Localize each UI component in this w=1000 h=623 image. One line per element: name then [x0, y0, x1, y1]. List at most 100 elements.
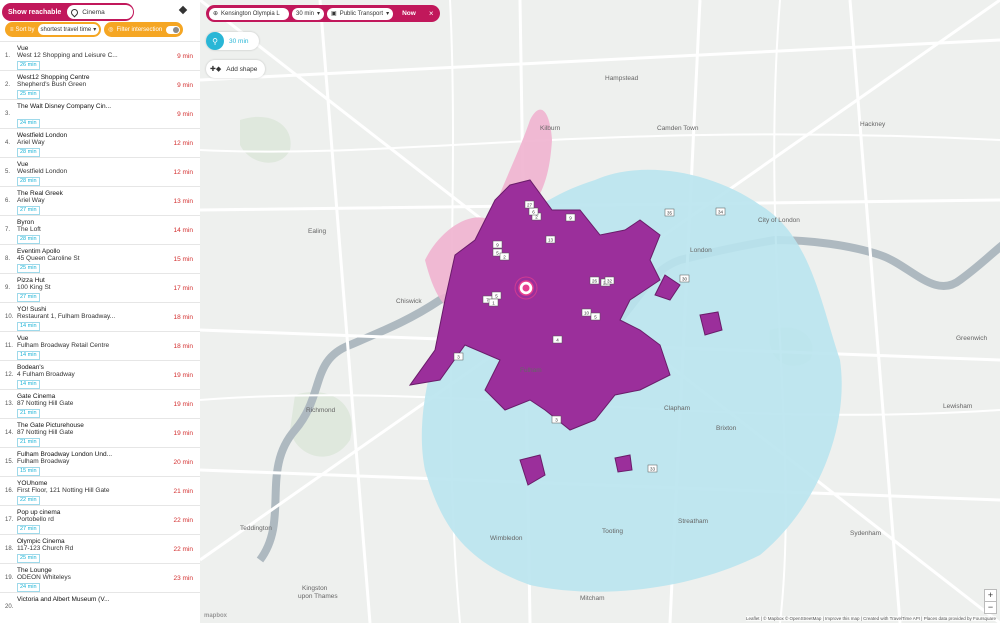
- sort-control: ≡ Sort by shortest travel time ▾: [5, 22, 102, 37]
- list-item[interactable]: 7. Byron The Loft 28 min 14 min: [0, 215, 200, 244]
- chevron-down-icon: ▾: [386, 11, 390, 17]
- poi-marker-label: 34: [718, 210, 724, 215]
- list-item[interactable]: 10. YO! Sushi Restaurant 1, Fulham Broadwa…: [0, 302, 200, 331]
- poi-marker[interactable]: 35: [664, 208, 675, 217]
- result-badge: 21 min: [17, 409, 40, 418]
- label-kingston-2: upon Thames: [298, 593, 338, 600]
- result-travel-time: 21 min: [173, 488, 193, 495]
- list-item[interactable]: 16. YOUhome First Floor, 121 Notting Hill …: [0, 476, 200, 505]
- poi-marker[interactable]: 9: [565, 213, 576, 222]
- label-sydenham: Sydenham: [850, 530, 881, 537]
- list-item[interactable]: 9. Pizza Hut 100 King St 27 min 17 min: [0, 273, 200, 302]
- list-item[interactable]: 13. Gate Cinema 87 Notting Hill Gate 21 min…: [0, 389, 200, 418]
- result-index: 15.: [5, 459, 14, 465]
- filter-toggle[interactable]: [166, 25, 181, 34]
- list-item[interactable]: 17. Pop up cinema Portobello rd 27 min 22 mi…: [0, 505, 200, 534]
- poi-marker[interactable]: 5: [590, 312, 601, 321]
- poi-marker[interactable]: 27: [524, 200, 535, 209]
- close-button[interactable]: ×: [428, 9, 434, 18]
- list-item[interactable]: 2. West12 Shopping Centre Shepherd's Bush …: [0, 70, 200, 99]
- list-item[interactable]: 14. The Gate Picturehouse 87 Notting Hill …: [0, 418, 200, 447]
- bike-shape-control[interactable]: ⚲ 30 min: [206, 32, 259, 50]
- poi-marker[interactable]: 5: [491, 291, 502, 300]
- result-address: West 12 Shopping and Leisure C...: [17, 52, 118, 59]
- list-item[interactable]: 1. Vue West 12 Shopping and Leisure C... 26…: [0, 41, 200, 70]
- result-index: 18.: [5, 546, 14, 552]
- list-item[interactable]: 15. Fulham Broadway London Und... Fulham B…: [0, 447, 200, 476]
- label-clapham: Clapham: [664, 405, 690, 412]
- list-item[interactable]: 12. Bodean's 4 Fulham Broadway 14 min 19 min: [0, 360, 200, 389]
- result-name: Victoria and Albert Museum (V...: [17, 596, 110, 603]
- poi-marker[interactable]: 1: [488, 298, 499, 307]
- results-list: 1. Vue West 12 Shopping and Leisure C... 26…: [0, 41, 200, 621]
- result-badge: 14 min: [17, 380, 40, 389]
- poi-marker-label: 5: [496, 251, 499, 256]
- result-address: Ariel Way: [17, 197, 45, 204]
- result-travel-time: 9 min: [177, 111, 193, 118]
- poi-marker[interactable]: 2: [499, 252, 510, 261]
- poi-marker[interactable]: 32: [604, 276, 615, 285]
- sort-label: Sort by: [15, 26, 35, 33]
- poi-marker[interactable]: 5: [492, 248, 503, 257]
- result-badge: 28 min: [17, 177, 40, 186]
- result-name: Westfield London: [17, 132, 68, 139]
- result-address: Fulham Broadway: [17, 458, 70, 465]
- result-badge: 25 min: [17, 554, 40, 563]
- compass-icon[interactable]: [178, 5, 188, 15]
- time-select[interactable]: 30 min ▾: [292, 7, 325, 20]
- result-name: YO! Sushi: [17, 306, 47, 313]
- list-item[interactable]: 18. Olympic Cinema 117-123 Church Rd 25 min…: [0, 534, 200, 563]
- result-travel-time: 14 min: [173, 227, 193, 234]
- result-index: 19.: [5, 575, 14, 581]
- list-item[interactable]: 11. Vue Fulham Broadway Retail Centre 14 mi…: [0, 331, 200, 360]
- sort-select[interactable]: shortest travel time ▾: [37, 24, 100, 35]
- poi-marker[interactable]: 13: [545, 235, 556, 244]
- poi-marker-label: 32: [607, 279, 613, 284]
- result-index: 11.: [5, 343, 13, 349]
- result-name: Pop up cinema: [17, 509, 61, 516]
- label-tooting: Tooting: [602, 528, 623, 535]
- result-index: 2.: [5, 82, 11, 88]
- poi-marker[interactable]: 26: [589, 276, 600, 285]
- result-address: 117-123 Church Rd: [17, 545, 74, 552]
- poi-marker[interactable]: 6: [528, 207, 539, 216]
- poi-marker[interactable]: 30: [679, 274, 690, 283]
- result-index: 17.: [5, 517, 14, 523]
- origin-input[interactable]: ⊕ Kensington Olympia L: [209, 7, 289, 20]
- poi-marker[interactable]: 3: [551, 415, 562, 424]
- zoom-out-button[interactable]: −: [984, 601, 997, 614]
- poi-marker[interactable]: 9: [492, 240, 503, 249]
- poi-marker[interactable]: 10: [581, 308, 592, 317]
- result-travel-time: 17 min: [173, 285, 193, 292]
- now-button[interactable]: Now: [402, 10, 416, 17]
- result-travel-time: 9 min: [177, 82, 193, 89]
- add-shape-button[interactable]: ✚◆ Add shape: [206, 60, 266, 78]
- show-reachable-button[interactable]: Show reachable: [8, 8, 62, 16]
- poi-marker[interactable]: 33: [647, 464, 658, 473]
- result-address: First Floor, 121 Notting Hill Gate: [17, 487, 110, 494]
- result-address: Fulham Broadway Retail Centre: [17, 342, 110, 349]
- list-item[interactable]: 3. The Walt Disney Company Cin... 24 min 9 …: [0, 99, 200, 128]
- poi-marker[interactable]: 3: [453, 352, 464, 361]
- poi-marker[interactable]: 34: [715, 207, 726, 216]
- list-item[interactable]: 6. The Real Greek Ariel Way 27 min 13 min: [0, 186, 200, 215]
- list-item[interactable]: 5. Vue Westfield London 28 min 12 min: [0, 157, 200, 186]
- result-travel-time: 12 min: [173, 169, 193, 176]
- result-address: Ariel Way: [17, 139, 45, 146]
- label-greenwich: Greenwich: [956, 335, 987, 342]
- list-item[interactable]: 20. Victoria and Albert Museum (V...: [0, 592, 200, 621]
- poi-marker[interactable]: 4: [552, 335, 563, 344]
- result-travel-time: 19 min: [173, 401, 193, 408]
- query-bar: ⊕ Kensington Olympia L 30 min ▾ ▣ Public Tr…: [206, 5, 441, 22]
- list-item[interactable]: 19. The Lounge ODEON Whiteleys 24 min 23 min: [0, 563, 200, 592]
- result-index: 1.: [5, 53, 11, 59]
- mode-select[interactable]: ▣ Public Transport ▾: [327, 7, 394, 20]
- map[interactable]: Kilburn Camden Town Hackney Hampstead Ea…: [200, 0, 1000, 623]
- result-index: 6.: [5, 198, 11, 204]
- map-attribution[interactable]: Leaflet | © Mapbox © OpenStreetMap | Imp…: [745, 616, 996, 621]
- list-item[interactable]: 8. Eventim Apollo 45 Queen Caroline St 25 m…: [0, 244, 200, 273]
- search-bar: Show reachable Cinema: [2, 3, 135, 21]
- list-item[interactable]: 4. Westfield London Ariel Way 28 min 12 min: [0, 128, 200, 157]
- search-input[interactable]: Cinema: [67, 5, 134, 19]
- label-richmond: Richmond: [306, 407, 336, 414]
